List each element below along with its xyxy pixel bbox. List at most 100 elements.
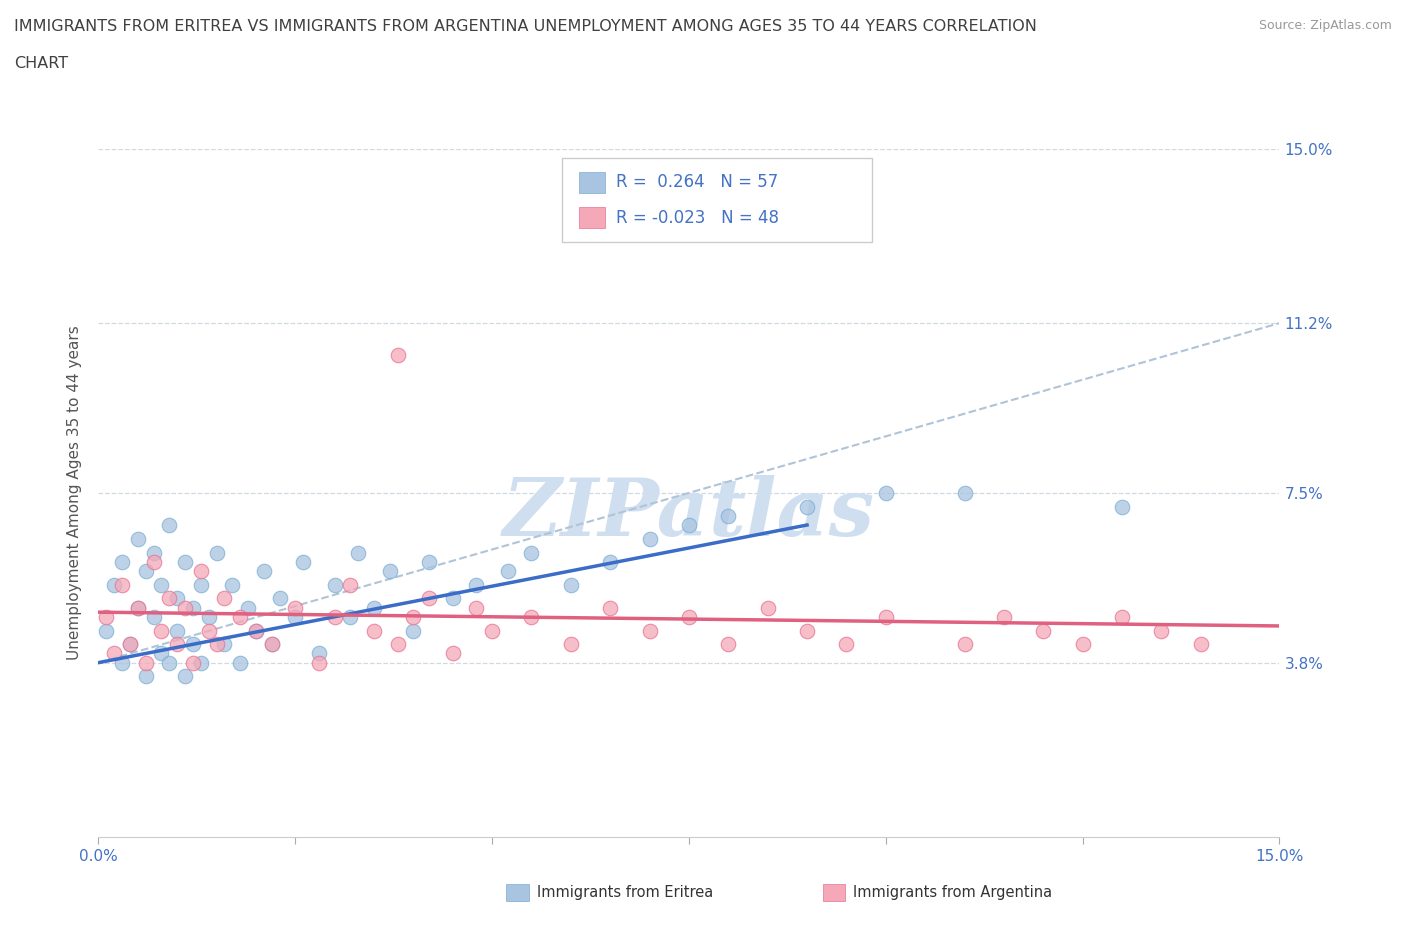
Point — [363, 623, 385, 638]
Point — [323, 578, 346, 592]
Point — [118, 637, 141, 652]
Point — [1032, 623, 1054, 638]
Point — [284, 609, 307, 624]
Point — [96, 623, 118, 638]
Point — [197, 609, 219, 624]
Point — [245, 623, 267, 638]
Point — [599, 600, 621, 615]
Point — [245, 623, 267, 638]
Point — [157, 656, 180, 671]
Point — [111, 656, 134, 671]
Point — [292, 554, 315, 569]
Point — [166, 591, 188, 605]
Point — [96, 609, 118, 624]
Point — [638, 531, 661, 546]
Point — [190, 578, 212, 592]
Point — [214, 591, 236, 605]
Point — [363, 600, 385, 615]
Point — [717, 637, 740, 652]
Point — [1111, 609, 1133, 624]
Point — [150, 578, 173, 592]
Point — [481, 623, 503, 638]
Point — [197, 623, 219, 638]
Point — [717, 509, 740, 524]
Point — [174, 554, 197, 569]
Point — [560, 637, 582, 652]
Point — [229, 609, 252, 624]
Point — [1150, 623, 1173, 638]
Point — [142, 545, 165, 560]
Point — [181, 637, 204, 652]
Point — [111, 554, 134, 569]
Point — [402, 623, 425, 638]
Point — [157, 518, 180, 533]
Text: R = -0.023   N = 48: R = -0.023 N = 48 — [616, 208, 779, 227]
Point — [236, 600, 259, 615]
Point — [190, 656, 212, 671]
Point — [260, 637, 283, 652]
Point — [174, 600, 197, 615]
Point — [339, 609, 361, 624]
Point — [835, 637, 858, 652]
Point — [560, 578, 582, 592]
Point — [308, 656, 330, 671]
Point — [441, 646, 464, 661]
Point — [150, 646, 173, 661]
Point — [875, 609, 897, 624]
Point — [678, 609, 700, 624]
Text: IMMIGRANTS FROM ERITREA VS IMMIGRANTS FROM ARGENTINA UNEMPLOYMENT AMONG AGES 35 : IMMIGRANTS FROM ERITREA VS IMMIGRANTS FR… — [14, 19, 1038, 33]
Point — [796, 623, 818, 638]
Point — [190, 564, 212, 578]
Point — [418, 554, 440, 569]
Point — [142, 609, 165, 624]
Point — [378, 564, 401, 578]
Point — [1189, 637, 1212, 652]
Point — [127, 600, 149, 615]
Point — [796, 499, 818, 514]
Point — [387, 348, 409, 363]
Point — [520, 609, 543, 624]
Point — [418, 591, 440, 605]
Point — [387, 637, 409, 652]
Point — [103, 578, 125, 592]
Text: Immigrants from Eritrea: Immigrants from Eritrea — [537, 885, 713, 900]
Point — [993, 609, 1015, 624]
Point — [465, 600, 488, 615]
Point — [118, 637, 141, 652]
Point — [953, 637, 976, 652]
Point — [347, 545, 370, 560]
Point — [339, 578, 361, 592]
Point — [205, 545, 228, 560]
Text: Immigrants from Argentina: Immigrants from Argentina — [853, 885, 1053, 900]
Point — [441, 591, 464, 605]
Point — [111, 578, 134, 592]
Point — [174, 669, 197, 684]
Point — [253, 564, 276, 578]
Point — [221, 578, 243, 592]
Point — [953, 485, 976, 500]
Point — [229, 656, 252, 671]
Point — [520, 545, 543, 560]
Point — [260, 637, 283, 652]
Point — [638, 623, 661, 638]
Text: ZIPatlas: ZIPatlas — [503, 475, 875, 552]
Point — [465, 578, 488, 592]
Text: CHART: CHART — [14, 56, 67, 71]
Point — [308, 646, 330, 661]
Point — [1071, 637, 1094, 652]
Point — [269, 591, 291, 605]
Point — [166, 623, 188, 638]
Point — [127, 531, 149, 546]
Text: R =  0.264   N = 57: R = 0.264 N = 57 — [616, 173, 778, 192]
Point — [599, 554, 621, 569]
Point — [323, 609, 346, 624]
Point — [150, 623, 173, 638]
Point — [678, 518, 700, 533]
Point — [284, 600, 307, 615]
Point — [205, 637, 228, 652]
Point — [1111, 499, 1133, 514]
Point — [103, 646, 125, 661]
Point — [135, 656, 157, 671]
Point — [127, 600, 149, 615]
Point — [181, 600, 204, 615]
